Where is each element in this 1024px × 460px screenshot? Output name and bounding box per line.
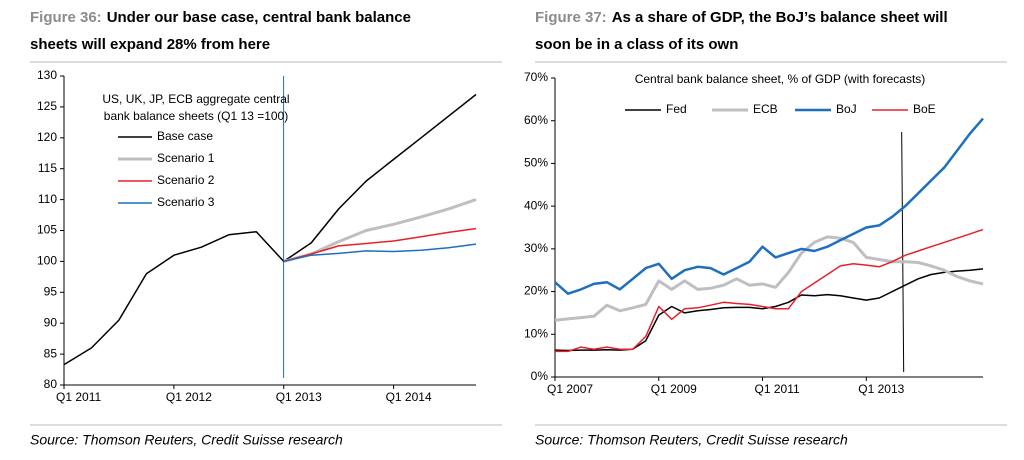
legend-label: ECB — [753, 102, 778, 116]
y-tick-label: 110 — [38, 192, 57, 206]
y-tick-label: 120 — [37, 130, 57, 144]
y-tick-label: 20% — [524, 284, 548, 298]
legend-label: BoE — [913, 102, 936, 116]
series-line — [283, 198, 477, 263]
figure-label: Figure 37: — [535, 9, 607, 26]
chart-title: sheets will expand 28% from here — [30, 36, 270, 53]
x-tick-label: Q1 2011 — [56, 390, 101, 404]
figure-label: Figure 36: — [30, 9, 102, 26]
y-tick-label: 10% — [524, 326, 548, 340]
y-tick-label: 30% — [524, 241, 548, 255]
legend-label: BoJ — [836, 102, 857, 116]
series-line — [283, 243, 477, 263]
x-tick-label: Q1 2007 — [547, 382, 593, 396]
chart-title: Figure 37: As a share of GDP, the BoJ’s b… — [535, 9, 948, 26]
series-line — [554, 117, 984, 295]
y-tick-label: 70% — [524, 70, 548, 84]
legend-label: Base case — [157, 129, 213, 143]
title-line: Under our base case, central bank balanc… — [107, 9, 411, 26]
y-tick-label: 115 — [38, 161, 57, 175]
x-tick-label: Q1 2012 — [166, 390, 212, 404]
legend-label: Scenario 1 — [157, 151, 215, 165]
x-tick-label: Q1 2013 — [858, 382, 904, 396]
y-tick-label: 105 — [37, 223, 57, 237]
source: Source: Thomson Reuters, Credit Suisse r… — [30, 432, 343, 448]
y-tick-label: 85 — [44, 346, 58, 360]
y-tick-label: 0% — [531, 369, 549, 383]
source: Source: Thomson Reuters, Credit Suisse r… — [535, 432, 848, 448]
y-tick-label: 40% — [524, 198, 548, 212]
title-line: As a share of GDP, the BoJ’s balance she… — [612, 9, 948, 26]
y-tick-label: 80 — [44, 377, 58, 391]
chart-title: Figure 36: Under our base case, central b… — [30, 9, 411, 26]
x-tick-label: Q1 2011 — [755, 382, 800, 396]
series-line — [63, 93, 477, 366]
series-line — [555, 228, 984, 353]
y-tick-label: 95 — [44, 284, 58, 298]
x-tick-label: Q1 2014 — [386, 390, 432, 404]
x-tick-label: Q1 2013 — [276, 390, 322, 404]
x-tick-label: Q1 2009 — [651, 382, 697, 396]
y-tick-label: 125 — [37, 99, 57, 113]
legend-label: Scenario 3 — [157, 195, 215, 209]
y-tick-label: 60% — [524, 113, 548, 127]
series-line — [554, 235, 984, 322]
series-line — [283, 227, 477, 263]
y-tick-label: 100 — [37, 254, 57, 268]
legend-label: Scenario 2 — [157, 173, 215, 187]
legend-label: Fed — [666, 102, 687, 116]
forecast-line — [901, 131, 905, 373]
chart-title: soon be in a class of its own — [535, 36, 738, 53]
legend-title: bank balance sheets (Q1 13 =100) — [104, 109, 288, 123]
legend-title: US, UK, JP, ECB aggregate central — [102, 92, 289, 106]
chart-subtitle: Central bank balance sheet, % of GDP (wi… — [635, 72, 926, 86]
y-tick-label: 90 — [44, 315, 58, 329]
y-tick-label: 130 — [37, 68, 57, 82]
y-tick-label: 50% — [524, 156, 548, 170]
